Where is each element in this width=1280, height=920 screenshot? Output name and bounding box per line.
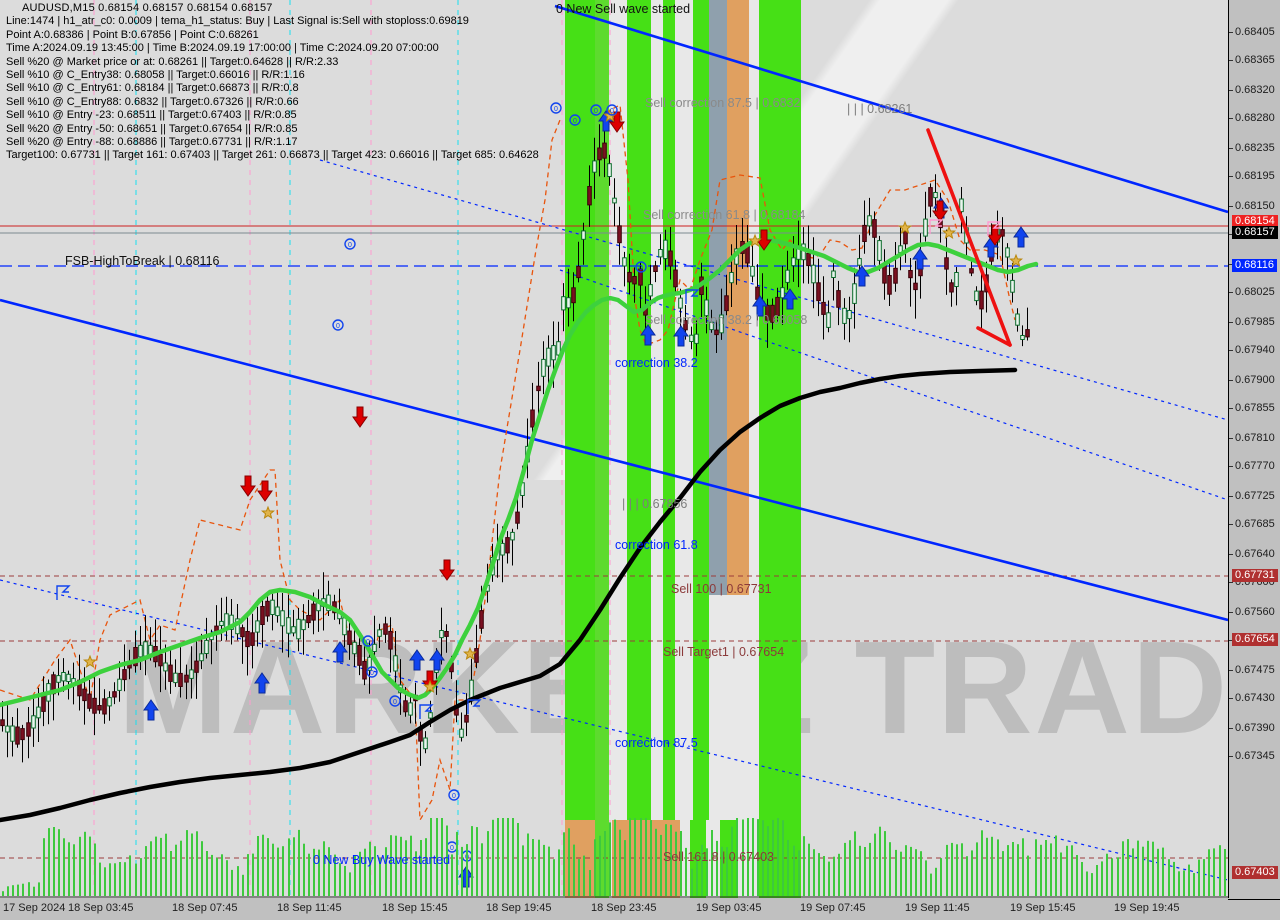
info-line-1: Point A:0.68386 | Point B:0.67856 | Poin…	[6, 28, 259, 41]
chart-annotation-4: FSB-HighToBreak | 0.68116	[65, 254, 220, 268]
time-scale[interactable]: 17 Sep 2024 18 Sep 03:45 18 Sep 07:45 18 Se…	[0, 899, 1228, 920]
info-line-2: Time A:2024.09.19 13:45:00 | Time B:2024…	[6, 42, 439, 55]
info-line-0: Line:1474 | h1_atr_c0: 0.0009 | tema_h1_…	[6, 15, 469, 28]
time-tick-2: 18 Sep 07:45	[172, 902, 238, 914]
price-label-0.68116: 0.68116	[1232, 259, 1277, 272]
time-tick-3: 18 Sep 11:45	[277, 902, 342, 914]
chart-plot-area[interactable]: MARKETIZ TRADE	[0, 0, 1229, 898]
time-tick-4: 18 Sep 15:45	[382, 902, 448, 914]
svg-text:0: 0	[610, 108, 614, 115]
info-line-4: Sell %10 @ C_Entry38: 0.68058 || Target:…	[6, 69, 305, 82]
time-tick-6: 18 Sep 23:45	[591, 902, 657, 914]
chart-annotation-12: 0 New Buy Wave started	[313, 853, 451, 867]
red-wedge-trendline	[926, 128, 1012, 347]
price-label-0.67403: 0.67403	[1232, 866, 1278, 879]
info-line-5: Sell %10 @ C_Entry61: 0.68184 || Target:…	[6, 82, 299, 95]
price-label-0.68154: 0.68154	[1232, 215, 1278, 228]
chart-annotation-13: Sell 161.8 | 0.67403	[663, 850, 774, 864]
svg-text:0: 0	[450, 845, 454, 852]
svg-text:0: 0	[366, 639, 370, 646]
svg-text:0: 0	[393, 699, 397, 706]
svg-text:0: 0	[348, 242, 352, 249]
time-tick-9: 19 Sep 11:45	[905, 902, 970, 914]
price-label-0.68157: 0.68157	[1232, 226, 1278, 239]
time-tick-5: 18 Sep 19:45	[486, 902, 552, 914]
chart-annotation-10: Sell Target1 | 0.67654	[663, 645, 785, 659]
chart-annotation-5: Sell correction 38.2 | 0.68058	[645, 313, 808, 327]
svg-text:0: 0	[573, 118, 577, 125]
chart-info-header: AUDUSD,M15 0.68154 0.68157 0.68154 0.681…	[6, 2, 539, 163]
svg-text:0: 0	[594, 108, 598, 115]
info-line-6: Sell %10 @ C_Entry88: 0.6832 || Target:0…	[6, 95, 299, 108]
info-line-3: Sell %20 @ Market price or at: 0.68261 |…	[6, 55, 339, 68]
price-scale[interactable]: 0.68405 0.68365 0.68320 0.68280 0.68235 0.681…	[1229, 0, 1280, 898]
chart-annotation-8: correction 61.8	[615, 538, 698, 552]
chart-annotation-6: correction 38.2	[615, 356, 698, 370]
volume-histogram	[0, 818, 1228, 898]
chart-annotation-11: correction 87.5	[615, 736, 698, 750]
blue-channel-trendlines	[0, 4, 1228, 881]
time-tick-7: 19 Sep 03:45	[696, 902, 762, 914]
price-label-0.67654: 0.67654	[1232, 633, 1278, 646]
fast-moving-average-line	[0, 237, 1039, 708]
session-zone-bands	[565, 0, 801, 898]
time-tick-10: 19 Sep 15:45	[1010, 902, 1076, 914]
price-label-0.67731: 0.67731	[1232, 569, 1278, 582]
chart-annotation-0: 0 New Sell wave started	[556, 2, 691, 16]
info-line-8: Sell %20 @ Entry -50: 0.68651 || Target:…	[6, 122, 298, 135]
time-tick-1: 18 Sep 03:45	[68, 902, 134, 914]
svg-text:0: 0	[452, 793, 456, 800]
slow-moving-average-line	[0, 367, 1018, 823]
chart-annotation-7: | | | 0.67856	[622, 497, 688, 511]
info-line-7: Sell %10 @ Entry -23: 0.68511 || Target:…	[6, 109, 297, 122]
candlestick-series	[0, 124, 1030, 766]
symbol-ohlc-line: AUDUSD,M15 0.68154 0.68157 0.68154 0.681…	[22, 2, 273, 14]
chart-annotation-1: Sell correction 87.5 | 0.6832	[645, 96, 801, 110]
info-line-9: Sell %20 @ Entry -88: 0.68886 || Target:…	[6, 136, 298, 149]
time-tick-11: 19 Sep 19:45	[1114, 902, 1180, 914]
svg-text:0: 0	[639, 265, 643, 272]
chart-annotation-3: Sell correction 61.8 | 0.68184	[643, 208, 806, 222]
info-line-10: Target100: 0.67731 || Target 161: 0.6740…	[6, 149, 539, 162]
svg-text:0: 0	[370, 670, 374, 677]
chart-annotation-9: Sell 100 | 0.67731	[671, 582, 772, 596]
svg-text:0: 0	[336, 323, 340, 330]
svg-text:0: 0	[554, 106, 558, 113]
time-tick-0: 17 Sep 2024	[3, 902, 66, 914]
time-tick-8: 19 Sep 07:45	[800, 902, 866, 914]
chart-annotation-2: | | | 0.68261	[847, 102, 913, 116]
